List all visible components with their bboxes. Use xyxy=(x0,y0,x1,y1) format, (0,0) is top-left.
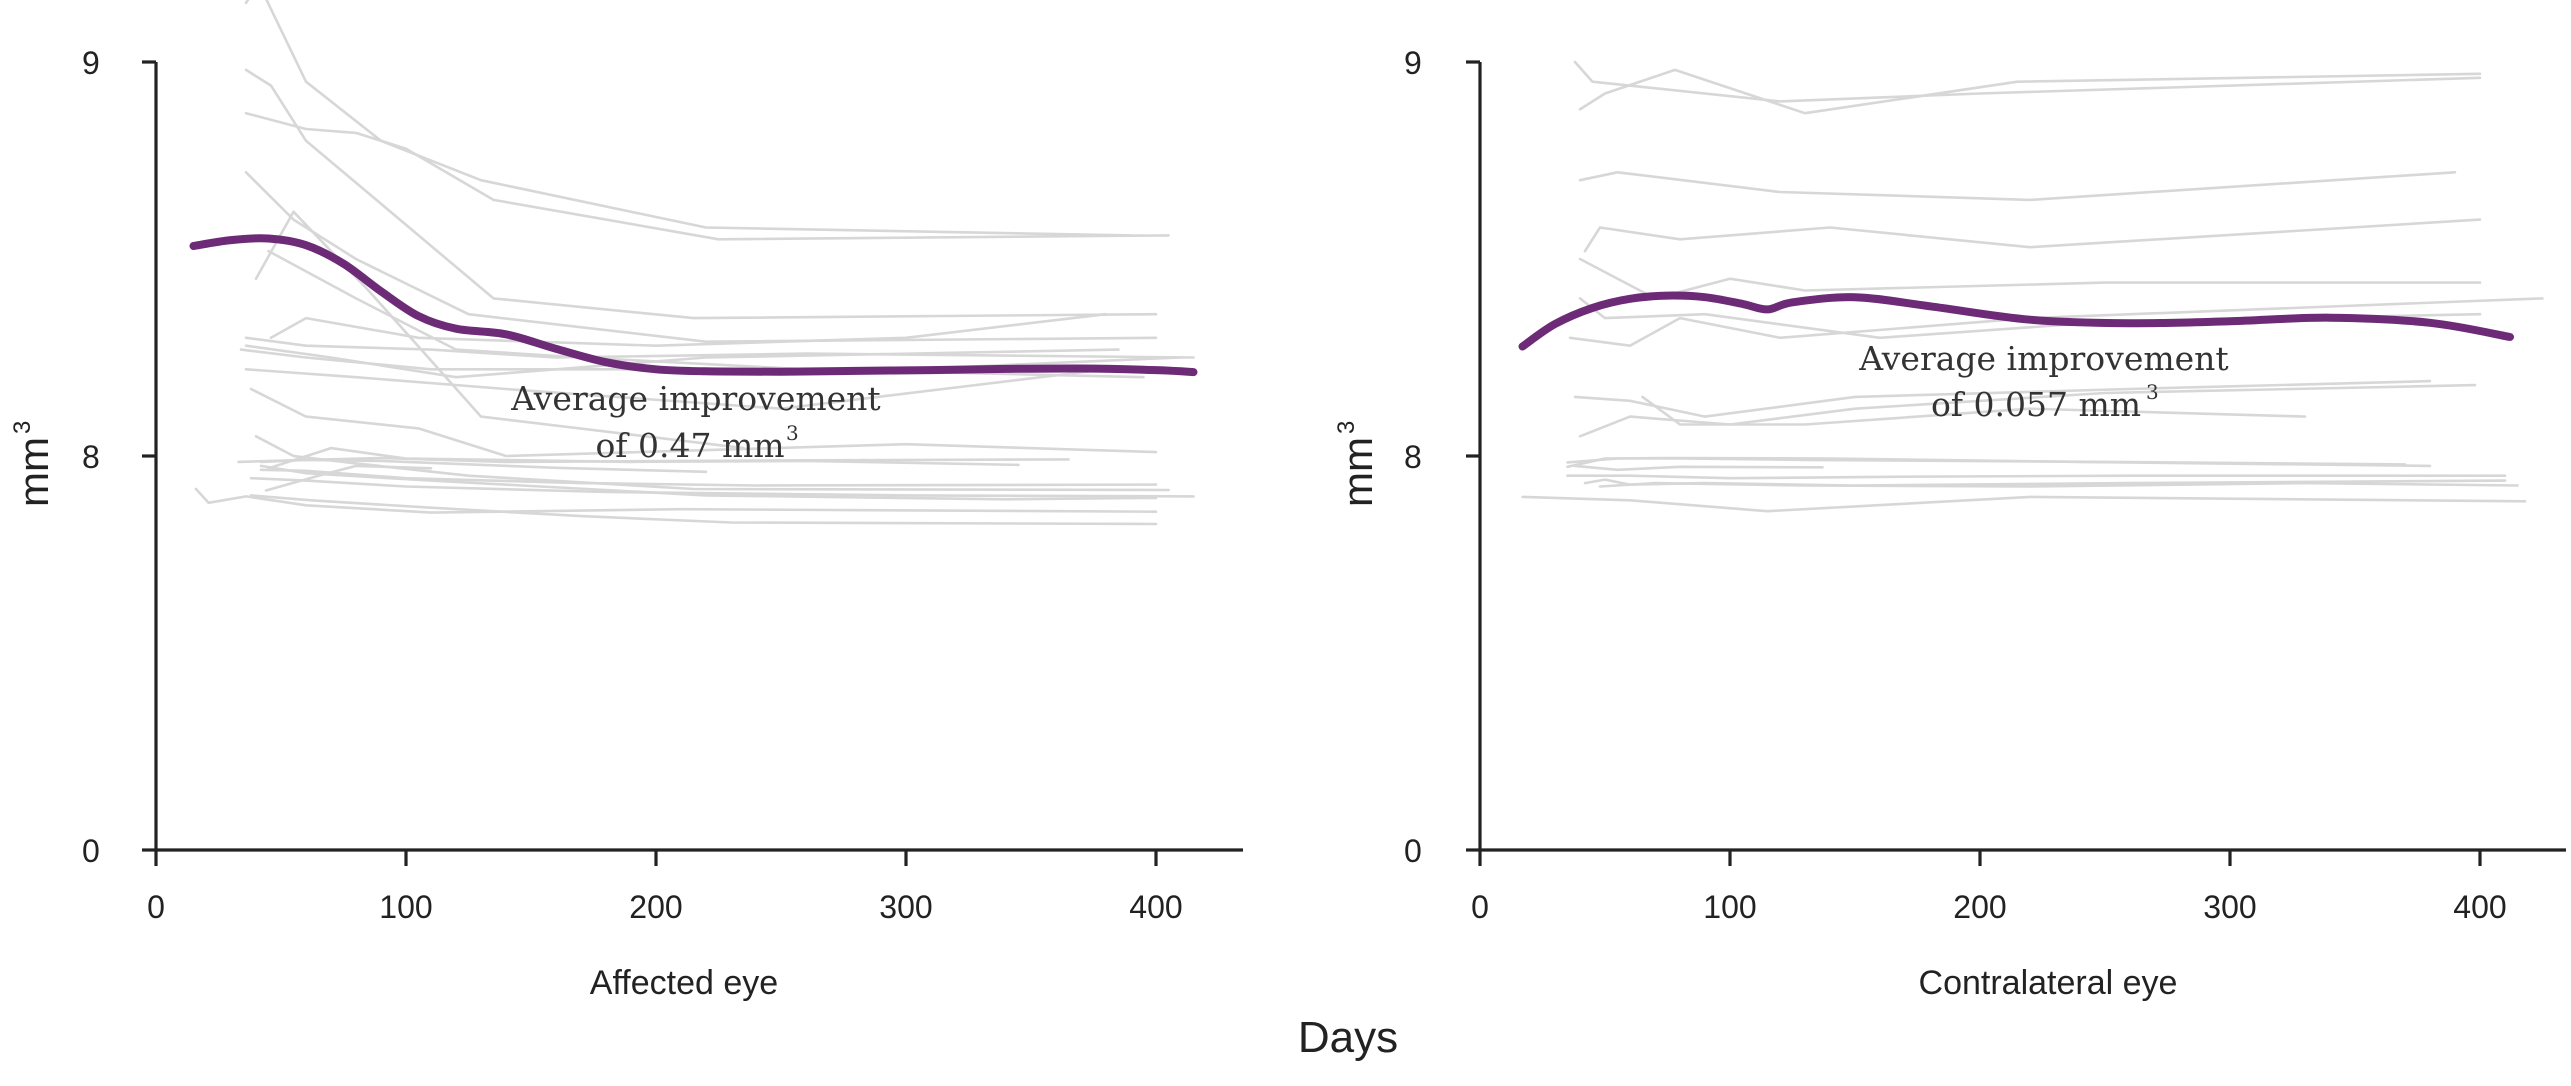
x-tick-label: 200 xyxy=(1953,889,2006,925)
average-line-group xyxy=(1518,291,2514,351)
individual-patient-line xyxy=(1568,297,2544,348)
x-tick-label: 400 xyxy=(1129,889,1182,925)
annotation-superscript: 3 xyxy=(2146,380,2159,404)
average-line-group xyxy=(189,234,1198,377)
y-tick-label: 8 xyxy=(82,439,100,475)
individual-patient-line xyxy=(244,367,1108,411)
x-tick-label: 400 xyxy=(2453,889,2506,925)
individual-patient-line xyxy=(244,111,1170,241)
individual-patient-line xyxy=(1573,60,2482,103)
individual-patient-line xyxy=(264,464,433,492)
x-tick-label: 100 xyxy=(1703,889,1756,925)
y-axis-label: mm 3 xyxy=(9,421,57,507)
individual-patient-line xyxy=(249,387,1158,458)
individual-patient-line xyxy=(1578,383,2477,438)
x-tick-label: 100 xyxy=(379,889,432,925)
individual-patient-line xyxy=(254,434,1170,492)
svg-text:mm: mm xyxy=(10,437,57,507)
chart-panel-affected-eye: 9 8 0 0 100 200 300 400 mm 3 Affected ey… xyxy=(9,0,1243,1002)
y-tick-label: 0 xyxy=(1404,833,1422,869)
individual-patient-line xyxy=(1578,171,2457,202)
average-trend-line xyxy=(1518,291,2514,351)
individual-patient-line xyxy=(249,476,1195,498)
individual-patient-line xyxy=(1598,481,2519,488)
y-tick-label: 0 xyxy=(82,833,100,869)
individual-patient-line xyxy=(244,336,1195,359)
svg-text:3: 3 xyxy=(1333,421,1360,434)
annotation-line-2: of 0.057 mm xyxy=(1931,385,2141,424)
individual-patient-line xyxy=(1573,464,1824,472)
y-tick-label: 9 xyxy=(1404,45,1422,81)
x-tick-label: 0 xyxy=(1471,889,1489,925)
annotation-line-2: of 0.47 mm xyxy=(595,426,784,465)
y-axis-label: mm 3 xyxy=(1333,421,1381,507)
individual-patient-line xyxy=(1578,257,2482,300)
individual-patient-line xyxy=(259,468,1158,487)
y-tick-label: 8 xyxy=(1404,439,1422,475)
individual-patient-line xyxy=(244,0,1133,237)
individual-patient-line xyxy=(194,487,1158,514)
annotation: Average improvement of 0.47 mm 3 xyxy=(510,379,880,465)
individual-patient-line xyxy=(267,446,1020,470)
annotation-superscript: 3 xyxy=(786,421,799,445)
individual-patient-line xyxy=(1578,68,2482,115)
annotation-line-1: Average improvement xyxy=(510,379,880,418)
chart-panel-contralateral-eye: 9 8 0 0 100 200 300 400 mm 3 Contralater… xyxy=(1333,45,2566,1002)
individual-patient-line xyxy=(254,210,745,450)
x-axis-label: Contralateral eye xyxy=(1919,964,2178,1002)
individual-patient-line xyxy=(1573,379,2432,418)
svg-text:mm: mm xyxy=(1334,437,1381,507)
individual-patient-line xyxy=(1566,474,2507,480)
individual-patient-line xyxy=(1521,495,2527,513)
svg-text:3: 3 xyxy=(9,421,36,434)
x-tick-label: 200 xyxy=(629,889,682,925)
individual-patient-line xyxy=(249,494,1158,526)
individual-patient-line xyxy=(1566,456,2432,469)
x-tick-label: 300 xyxy=(879,889,932,925)
x-tick-label: 0 xyxy=(147,889,165,925)
common-x-axis-label: Days xyxy=(1298,1013,1398,1062)
average-trend-line xyxy=(189,234,1198,377)
individual-lines xyxy=(1521,60,2544,513)
y-tick-label: 9 xyxy=(82,45,100,81)
individual-patient-line xyxy=(1641,395,2307,426)
annotation-line-1: Average improvement xyxy=(1858,339,2228,378)
individual-patient-line xyxy=(1583,218,2482,253)
x-axis-label: Affected eye xyxy=(590,964,778,1002)
x-tick-label: 300 xyxy=(2203,889,2256,925)
individual-patient-line xyxy=(259,464,1158,501)
individual-patient-line xyxy=(244,68,1158,320)
annotation: Average improvement of 0.057 mm 3 xyxy=(1858,339,2228,424)
